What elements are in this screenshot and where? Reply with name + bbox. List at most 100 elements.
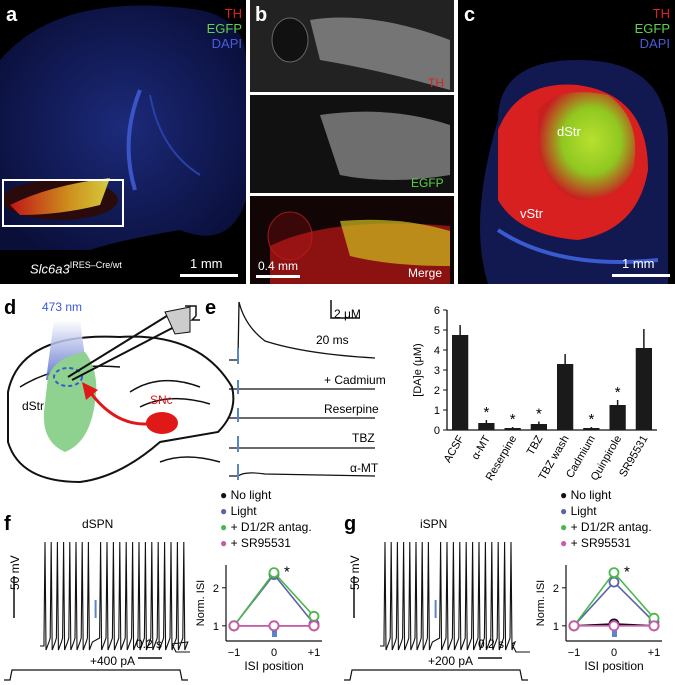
- y-tick-label: 4: [434, 345, 440, 357]
- y-tick-label: 2: [434, 385, 440, 397]
- y-axis-label: Norm. ISI: [196, 580, 207, 626]
- legend-f-item-2: ● + D1/2R antag.: [220, 519, 312, 535]
- vstr-label-c: vStr: [520, 206, 544, 221]
- panel-b-scale-label: 0.4 mm: [258, 259, 299, 273]
- electrode-icon: [164, 306, 191, 335]
- legend-f-item-3: ● + SR95531: [220, 535, 312, 551]
- bar: [504, 428, 521, 430]
- legend-g-item-2: ● + D1/2R antag.: [560, 519, 652, 535]
- trace-label-tbz: TBZ: [352, 431, 375, 445]
- ephys-trace-g: [344, 541, 530, 681]
- current-g: +200 pA: [428, 654, 474, 668]
- dstr-label-c: dStr: [557, 124, 581, 139]
- panel-c-scale-label: 1 mm: [622, 256, 655, 271]
- channel-dapi: DAPI: [211, 36, 242, 51]
- striatum-region: [43, 352, 97, 452]
- legend-g-item-3: ● + SR95531: [560, 535, 652, 551]
- significance-star: *: [588, 411, 594, 428]
- panel-b-mid-image: [250, 95, 454, 193]
- significance-star: *: [624, 564, 630, 581]
- legend-g-item-1: ● Light: [560, 503, 652, 519]
- panel-b-bottom-image: [250, 196, 454, 284]
- legend-marker: ●: [560, 488, 568, 502]
- series-point: [568, 620, 580, 632]
- panel-a-inset-box: [2, 179, 124, 227]
- channel-th: TH: [224, 6, 242, 21]
- series-point: [648, 620, 660, 632]
- x-tick-label: 0: [611, 647, 617, 659]
- series-line: [233, 573, 315, 627]
- bar: [451, 335, 469, 430]
- stimulus-marker: [272, 627, 277, 637]
- bar: [478, 423, 495, 430]
- bar: [635, 348, 653, 430]
- panel-e-letter: e: [205, 297, 217, 319]
- x-tick-label: TBZ: [525, 433, 546, 457]
- series-point: [268, 567, 280, 579]
- channel-th-c: TH: [652, 6, 670, 21]
- legend-marker: ●: [220, 488, 228, 502]
- y-tick-label: 2: [553, 583, 559, 595]
- panel-a-scale-label: 1 mm: [190, 256, 223, 271]
- spike-trace: [40, 541, 190, 653]
- significance-star: *: [510, 411, 516, 428]
- legend-marker: ●: [220, 504, 228, 518]
- legend-label: No light: [570, 488, 612, 502]
- scale-y-g: 50 mV: [348, 555, 362, 590]
- stimulus-marker: [612, 627, 617, 637]
- series-point: [608, 620, 620, 632]
- x-tick-label: +1: [308, 647, 321, 659]
- x-tick-label: α-MT: [470, 433, 493, 462]
- legend-marker: ●: [560, 520, 568, 534]
- scale-x-f: 0.2 s: [136, 637, 163, 651]
- y-tick-label: 5: [434, 325, 440, 337]
- spike-trace: [380, 541, 530, 653]
- scale-x-g: 0.2 s: [478, 637, 505, 651]
- series-point: [268, 620, 280, 632]
- legend-g: ● No light ● Light ● + D1/2R antag. ● + …: [560, 487, 652, 551]
- legend-label: Light: [570, 504, 597, 518]
- current-step: [344, 669, 528, 681]
- panel-b-scale-bar: [256, 275, 300, 278]
- legend-marker: ●: [560, 536, 568, 550]
- genotype-superscript: IRES–Cre/wt: [69, 260, 122, 270]
- bar: [556, 364, 574, 430]
- significance-star: *: [615, 384, 621, 401]
- genotype-label: Slc6a3IRES–Cre/wt: [30, 260, 122, 276]
- current-step: [4, 669, 188, 681]
- trace-label-reserpine: Reserpine: [324, 402, 379, 416]
- scale-bar-e: [330, 300, 360, 319]
- series-point: [308, 620, 320, 632]
- y-tick-label: 1: [553, 621, 559, 633]
- wavelength-label: 473 nm: [42, 300, 83, 314]
- legend-f: ● No light ● Light ● + D1/2R antag. ● + …: [220, 487, 312, 551]
- legend-label: + SR95531: [230, 536, 291, 550]
- bar: [530, 424, 548, 430]
- legend-g-item-0: ● No light: [560, 487, 652, 503]
- brain-section-a: [0, 5, 246, 250]
- legend-f-item-0: ● No light: [220, 487, 312, 503]
- legend-marker: ●: [220, 520, 228, 534]
- panel-f-letter: f: [4, 513, 11, 535]
- y-tick-label: 0: [434, 425, 440, 437]
- panel-b-merge-label: Merge: [408, 266, 443, 280]
- channel-egfp: EGFP: [206, 21, 242, 36]
- channel-dapi-c: DAPI: [639, 36, 670, 51]
- y-tick-label: 6: [434, 305, 440, 317]
- x-tick-label: ACSF: [442, 433, 467, 465]
- legend-marker: ●: [560, 504, 568, 518]
- cell-label-f: dSPN: [82, 517, 114, 531]
- panel-b-top-image: [250, 0, 454, 92]
- snc-label: SNc: [150, 393, 173, 407]
- x-tick-label: +1: [648, 647, 661, 659]
- trace-label-cadmium: + Cadmium: [324, 373, 386, 387]
- legend-label: + D1/2R antag.: [230, 520, 312, 534]
- isi-chart-f: 1 2 −1 0 +1 ISI position Norm. ISI *: [196, 564, 322, 673]
- x-tick-label: 0: [271, 647, 277, 659]
- panel-b-th-label: TH: [428, 76, 444, 90]
- panel-c-letter: c: [464, 4, 476, 26]
- cell-label-g: iSPN: [420, 517, 448, 531]
- legend-label: Light: [230, 504, 257, 518]
- x-tick-label: −1: [228, 647, 241, 659]
